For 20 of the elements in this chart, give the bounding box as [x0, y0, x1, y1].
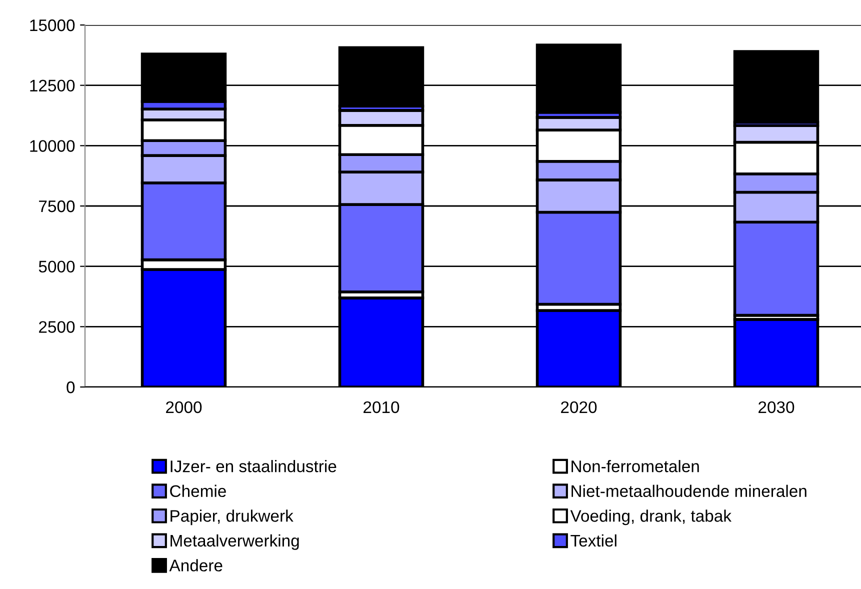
y-tick-label: 2500: [39, 321, 75, 333]
y-tick-label: 7500: [39, 200, 75, 212]
x-tick-label: 2010: [364, 401, 400, 414]
y-tick-label: 5000: [38, 260, 75, 273]
x-tick-label: 2000: [166, 401, 202, 414]
y-tick-label: 12500: [30, 80, 75, 92]
legend-label: Voeding, drank, tabak: [570, 510, 732, 526]
x-tick-label: 2030: [758, 401, 794, 414]
x-tick-label: 2020: [561, 401, 597, 414]
legend-label: Chemie: [170, 484, 226, 498]
y-tick-label: 10000: [30, 140, 75, 152]
legend-label: Andere: [169, 559, 222, 572]
legend-label: Textiel: [570, 534, 616, 547]
y-tick-label: 15000: [30, 19, 75, 32]
legend-label: Non-ferrometalen: [572, 460, 699, 472]
legend-label: Papier, drukwerk: [170, 510, 294, 526]
legend-label: Niet-metaalhoudende mineralen: [572, 484, 806, 498]
legend-label: Metaalverwerking: [170, 534, 299, 550]
y-tick-label: 0: [66, 381, 75, 394]
legend-label: IJzer- en staalindustrie: [170, 460, 336, 472]
